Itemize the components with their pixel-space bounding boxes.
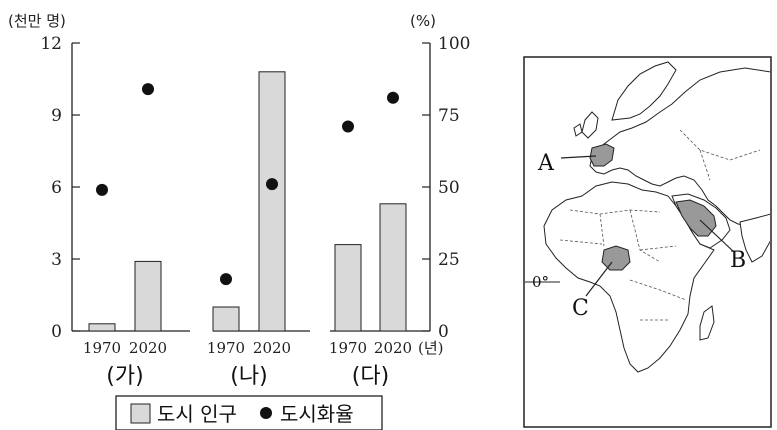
year-label: 2020	[129, 339, 167, 357]
left-tick-label: 9	[51, 106, 62, 126]
bar-urban-population	[379, 203, 407, 332]
group-label: (나)	[230, 364, 267, 389]
map-label-c: C	[572, 296, 589, 321]
madagascar-outline	[699, 305, 715, 341]
legend-dot-marker	[260, 407, 272, 419]
left-tick-label: 3	[51, 250, 62, 270]
legend-box	[115, 395, 383, 430]
bar-urban-population	[334, 244, 362, 332]
bars-layer	[88, 71, 407, 332]
map-label-b: B	[730, 248, 746, 273]
group-label: (가)	[106, 364, 143, 389]
region-a-spain	[589, 143, 615, 167]
india-outline	[739, 213, 770, 263]
group-label: (다)	[352, 364, 389, 389]
world-map: A B C 0°	[523, 56, 772, 428]
country-borders	[559, 129, 761, 321]
year-label: 1970	[329, 339, 367, 357]
right-tick-label: 50	[438, 178, 460, 198]
right-tick-label: 75	[438, 106, 460, 126]
x-labels-layer: 1970 2020 1970 2020 1970 2020 (년) (가) (나) (다)	[83, 339, 444, 389]
left-tick-label: 6	[51, 178, 62, 198]
scandinavia-outline	[611, 61, 677, 121]
bar-urban-population	[258, 71, 286, 332]
legend-dot-label: 도시화율	[280, 402, 354, 426]
equator-label: 0°	[532, 273, 549, 291]
year-unit-label: (년)	[418, 339, 444, 357]
tick-layer: 0 3 6 9 12 0 25 50 75 100	[40, 34, 470, 342]
region-c-nigeria	[601, 245, 631, 271]
dot-urbanization-rate	[142, 83, 154, 96]
bar-urban-population	[88, 323, 116, 332]
year-label: 2020	[374, 339, 412, 357]
left-tick-label: 12	[40, 34, 62, 54]
map-label-a: A	[537, 151, 555, 176]
year-label: 1970	[83, 339, 121, 357]
right-tick-label: 25	[438, 250, 460, 270]
legend-bar-swatch	[130, 403, 151, 424]
eurasia-africa-outline	[589, 67, 770, 227]
leader-b	[699, 219, 736, 254]
africa-outline	[543, 181, 715, 373]
dots-layer	[96, 83, 399, 286]
legend-bar-label: 도시 인구	[157, 402, 237, 426]
right-axis-unit: (%)	[410, 12, 436, 30]
leader-a	[560, 155, 597, 159]
left-tick-label: 0	[51, 322, 62, 342]
right-tick-label: 100	[438, 34, 470, 54]
dot-urbanization-rate	[266, 178, 278, 191]
left-axis-unit: (천만 명)	[8, 12, 66, 30]
dot-urbanization-rate	[387, 91, 399, 104]
dot-urbanization-rate	[220, 273, 232, 286]
dot-urbanization-rate	[96, 183, 108, 196]
leader-c	[585, 261, 613, 297]
year-label: 2020	[253, 339, 291, 357]
dot-urbanization-rate	[342, 120, 354, 133]
ireland-outline	[573, 123, 583, 137]
year-label: 1970	[207, 339, 245, 357]
bar-urban-population	[212, 306, 240, 332]
bar-urban-population	[134, 260, 162, 332]
right-tick-label: 0	[438, 322, 449, 342]
